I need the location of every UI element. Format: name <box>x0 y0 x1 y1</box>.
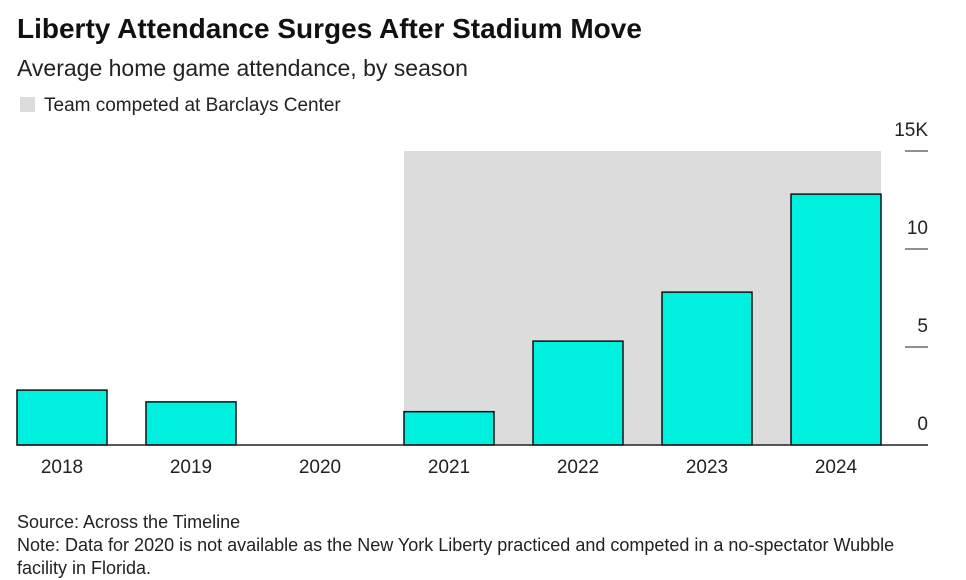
bar <box>16 389 108 446</box>
legend-label: Team competed at Barclays Center <box>44 95 341 116</box>
chart: Liberty Attendance Surges After Stadium … <box>16 13 928 478</box>
chart-title: Liberty Attendance Surges After Stadium … <box>17 13 642 44</box>
note: Note: Data for 2020 is not available as … <box>17 535 895 578</box>
legend-swatch <box>20 97 35 112</box>
x-tick-label: 2022 <box>557 457 599 478</box>
footer: Source: Across the Timeline Note: Data f… <box>17 511 897 580</box>
bar <box>145 401 237 446</box>
x-tick-label: 2023 <box>686 457 728 478</box>
bar <box>661 291 753 446</box>
y-tick-label: 0 <box>917 414 928 435</box>
x-tick-label: 2019 <box>170 457 212 478</box>
x-tick-label: 2021 <box>428 457 470 478</box>
y-tick-label: 10 <box>907 218 928 239</box>
x-tick-label: 2020 <box>299 457 341 478</box>
source: Source: Across the Timeline <box>17 512 241 532</box>
y-tick-label: 15K <box>894 120 928 141</box>
x-tick-label: 2024 <box>815 457 858 478</box>
bar <box>403 410 495 446</box>
chart-subtitle: Average home game attendance, by season <box>17 55 468 81</box>
bar <box>532 340 624 446</box>
bar <box>790 193 882 446</box>
y-tick-label: 5 <box>917 316 928 337</box>
x-tick-label: 2018 <box>41 457 83 478</box>
